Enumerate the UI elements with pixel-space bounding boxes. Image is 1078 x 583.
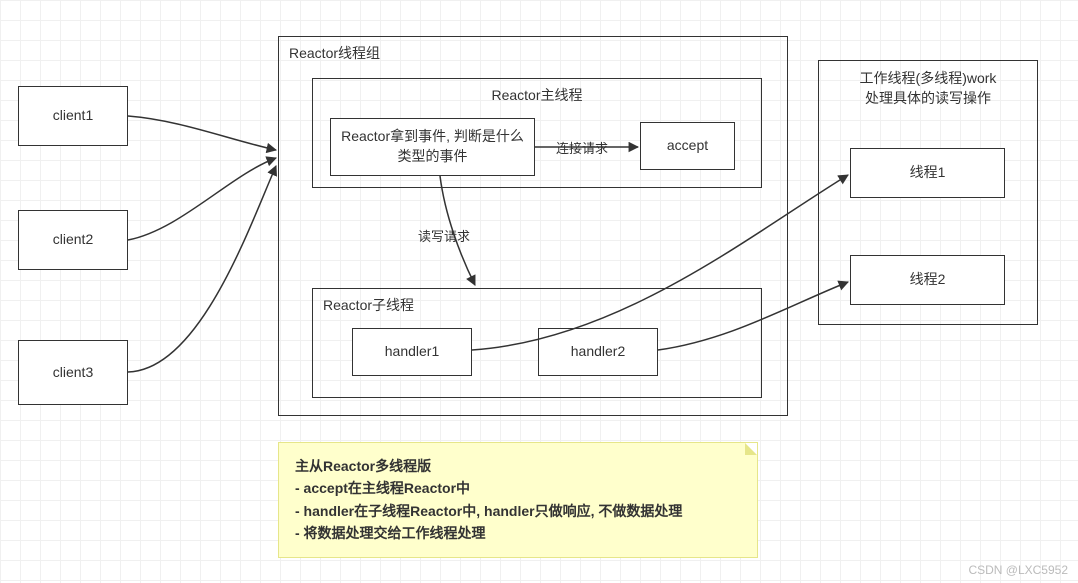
client2-label: client2	[53, 230, 93, 250]
thread2-label: 线程2	[910, 270, 946, 290]
judge-box: Reactor拿到事件, 判断是什么类型的事件	[330, 118, 535, 176]
handler1-label: handler1	[385, 342, 440, 362]
note-title: 主从Reactor多线程版	[295, 455, 741, 477]
worker-title-1: 工作线程(多线程)work	[819, 69, 1037, 89]
thread1-label: 线程1	[910, 163, 946, 183]
note-line-2: - 将数据处理交给工作线程处理	[295, 522, 741, 544]
handler2-label: handler2	[571, 342, 626, 362]
handler1-box: handler1	[352, 328, 472, 376]
note-line-0: - accept在主线程Reactor中	[295, 477, 741, 499]
reactor-main-label: Reactor主线程	[491, 85, 582, 105]
thread1-box: 线程1	[850, 148, 1005, 198]
client1-label: client1	[53, 106, 93, 126]
watermark: CSDN @LXC5952	[968, 563, 1068, 577]
connect-request-label: 连接请求	[556, 138, 608, 157]
client2-box: client2	[18, 210, 128, 270]
rw-request-label: 读写请求	[418, 226, 470, 245]
client1-box: client1	[18, 86, 128, 146]
note-box: 主从Reactor多线程版 - accept在主线程Reactor中 - han…	[278, 442, 758, 558]
judge-label: Reactor拿到事件, 判断是什么类型的事件	[337, 127, 528, 166]
client3-box: client3	[18, 340, 128, 405]
worker-title-2: 处理具体的读写操作	[819, 89, 1037, 109]
reactor-group-label: Reactor线程组	[289, 43, 380, 63]
reactor-sub-label: Reactor子线程	[323, 295, 414, 315]
thread2-box: 线程2	[850, 255, 1005, 305]
handler2-box: handler2	[538, 328, 658, 376]
client3-label: client3	[53, 363, 93, 383]
accept-label: accept	[667, 136, 708, 156]
accept-box: accept	[640, 122, 735, 170]
note-line-1: - handler在子线程Reactor中, handler只做响应, 不做数据…	[295, 500, 741, 522]
